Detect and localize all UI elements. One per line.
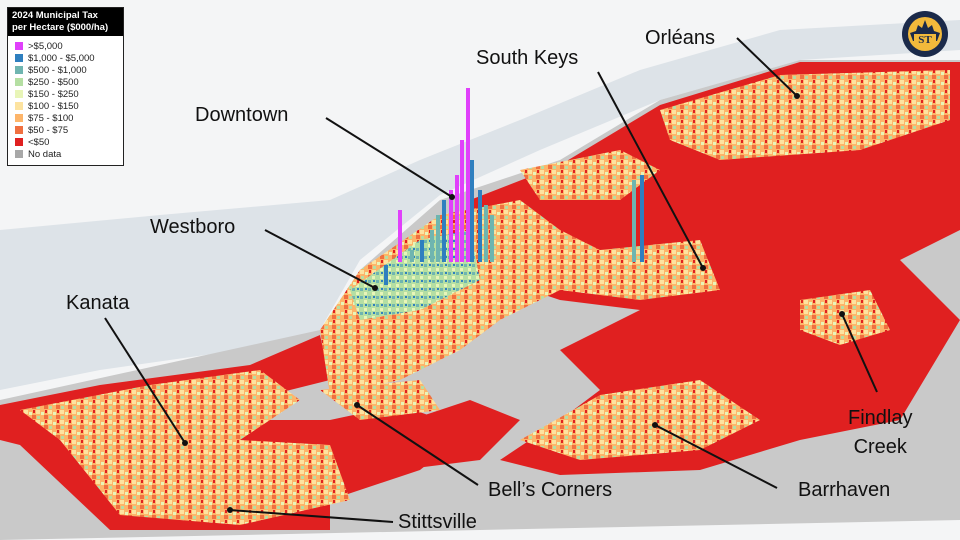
legend-label: $250 - $500 xyxy=(28,76,79,88)
tower-bar xyxy=(490,215,494,262)
tower-bar xyxy=(632,180,636,262)
legend-swatch xyxy=(15,42,23,50)
legend-item: <$50 xyxy=(15,136,118,148)
legend-swatch xyxy=(15,78,23,86)
legend-item: >$5,000 xyxy=(15,40,118,52)
legend-label: <$50 xyxy=(28,136,50,148)
legend-label: $1,000 - $5,000 xyxy=(28,52,95,64)
legend-swatch xyxy=(15,54,23,62)
legend-swatch xyxy=(15,150,23,158)
label-bells-corners: Bell’s Corners xyxy=(488,479,613,501)
leader-south-keys xyxy=(597,71,704,269)
tower-bar xyxy=(640,175,644,262)
legend-label: $150 - $250 xyxy=(28,88,79,100)
legend-item: $500 - $1,000 xyxy=(15,64,118,76)
location-dots xyxy=(182,93,845,513)
legend-title-line1: 2024 Municipal Tax xyxy=(12,10,98,21)
leader-barrhaven xyxy=(654,424,778,489)
label-downtown: Downtown xyxy=(195,104,289,126)
label-findlay-line2: Creek xyxy=(853,436,907,458)
leader-kanata xyxy=(104,317,186,444)
tower-bar xyxy=(460,140,464,262)
leader-westboro xyxy=(264,229,376,289)
label-westboro: Westboro xyxy=(150,216,236,238)
tower-bar xyxy=(398,210,402,262)
tower-bar xyxy=(430,230,434,262)
tower-bar xyxy=(436,215,440,262)
legend-label: $75 - $100 xyxy=(28,112,74,124)
leader-stittsville xyxy=(229,509,394,523)
tower-bar xyxy=(449,190,453,262)
legend-swatch xyxy=(15,66,23,74)
legend-label: No data xyxy=(28,148,62,160)
tower-bar xyxy=(484,205,488,262)
legend-swatch xyxy=(15,114,23,122)
tower-bar xyxy=(420,240,424,262)
legend-label: $50 - $75 xyxy=(28,124,69,136)
leader-findlay-creek xyxy=(841,313,878,393)
leader-bells-corners xyxy=(356,404,479,486)
legend-item: $75 - $100 xyxy=(15,112,118,124)
label-south-keys: South Keys xyxy=(476,47,579,69)
legend-title: 2024 Municipal Tax per Hectare ($000/ha) xyxy=(8,8,123,36)
urban-areas xyxy=(20,70,950,525)
tower-bar xyxy=(410,250,414,262)
tower-bar xyxy=(384,265,388,285)
legend-item: $150 - $250 xyxy=(15,88,118,100)
legend-label: >$5,000 xyxy=(28,40,63,52)
tower-bar xyxy=(442,200,446,262)
legend-swatch xyxy=(15,126,23,134)
label-barrhaven: Barrhaven xyxy=(798,479,891,501)
tower-bar xyxy=(455,175,459,262)
logo-text: ST xyxy=(918,34,932,46)
legend-item: $50 - $75 xyxy=(15,124,118,136)
legend-item: No data xyxy=(15,148,118,160)
legend-item: $250 - $500 xyxy=(15,76,118,88)
legend-item: $1,000 - $5,000 xyxy=(15,52,118,64)
river xyxy=(0,20,960,390)
label-orleans: Orléans xyxy=(645,27,716,49)
legend-swatch xyxy=(15,138,23,146)
legend-label: $500 - $1,000 xyxy=(28,64,87,76)
label-findlay-line1: Findlay xyxy=(848,407,913,429)
legend-label: $100 - $150 xyxy=(28,100,79,112)
leader-downtown xyxy=(325,117,453,198)
legend-swatch xyxy=(15,90,23,98)
tower-bar xyxy=(478,190,482,262)
logo: ST xyxy=(902,11,948,57)
legend-swatch xyxy=(15,102,23,110)
legend-items: >$5,000 $1,000 - $5,000 $500 - $1,000 $250 … xyxy=(8,36,123,165)
leader-orleans xyxy=(736,37,798,97)
tower-bar xyxy=(470,160,474,262)
legend-item: $100 - $150 xyxy=(15,100,118,112)
tower-bar xyxy=(466,88,470,262)
label-kanata: Kanata xyxy=(66,292,130,314)
label-stittsville: Stittsville xyxy=(398,511,477,533)
legend: 2024 Municipal Tax per Hectare ($000/ha)… xyxy=(7,7,124,166)
downtown-towers xyxy=(384,88,644,285)
leader-lines xyxy=(104,37,878,523)
legend-title-line2: per Hectare ($000/ha) xyxy=(12,22,109,33)
label-findlay-creek: Findlay Creek xyxy=(848,404,912,462)
